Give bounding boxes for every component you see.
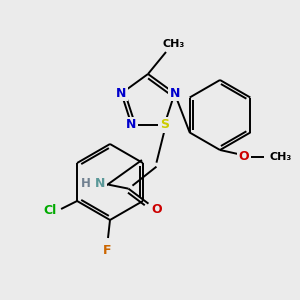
Text: N: N: [95, 177, 106, 190]
Text: N: N: [169, 87, 180, 100]
Text: S: S: [160, 118, 169, 131]
Text: CH₃: CH₃: [163, 39, 185, 49]
Text: H: H: [81, 177, 91, 190]
Text: O: O: [239, 151, 249, 164]
Text: F: F: [103, 244, 111, 257]
Text: CH₃: CH₃: [270, 152, 292, 162]
Text: N: N: [126, 118, 137, 131]
Text: O: O: [151, 203, 162, 216]
Text: N: N: [116, 87, 127, 100]
Text: Cl: Cl: [44, 205, 57, 218]
